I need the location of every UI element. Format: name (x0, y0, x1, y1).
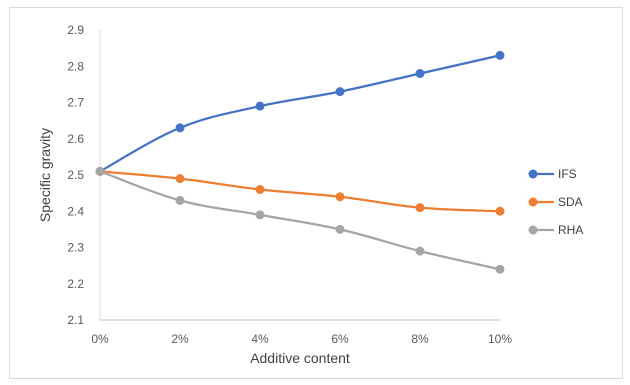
x-tick-label: 0% (91, 332, 109, 346)
y-tick-label: 2.7 (67, 96, 84, 110)
y-tick-label: 2.2 (67, 277, 84, 291)
x-tick-label: 4% (251, 332, 269, 346)
chart-frame (9, 7, 623, 379)
y-tick-label: 2.5 (67, 168, 84, 182)
data-point-rha (495, 264, 505, 274)
legend-label: RHA (558, 223, 583, 237)
x-tick-label: 8% (411, 332, 429, 346)
y-tick-label: 2.8 (67, 59, 84, 73)
x-tick-label: 10% (488, 332, 512, 346)
x-tick-labels: 0% 2% 4% 6% 8% 10% (91, 332, 512, 346)
data-point-ifs (335, 87, 345, 97)
legend-item-ifs: IFS (528, 167, 577, 181)
data-point-sda (255, 185, 265, 194)
x-tick-label: 6% (331, 332, 349, 346)
data-point-ifs (415, 69, 425, 78)
legend-item-sda: SDA (528, 195, 583, 209)
x-tick-label: 2% (171, 332, 189, 346)
legend: IFS SDA RHA (528, 167, 583, 237)
data-point-rha (415, 246, 425, 256)
y-tick-label: 2.9 (67, 23, 84, 37)
y-tick-label: 2.6 (67, 132, 84, 146)
legend-label: IFS (558, 167, 577, 181)
y-tick-label: 2.4 (67, 204, 84, 218)
data-point-ifs (255, 101, 265, 111)
data-point-rha (95, 166, 105, 176)
data-point-sda (495, 206, 505, 216)
series-line-rha (99, 170, 501, 271)
x-axis-title: Additive content (250, 350, 350, 366)
series-markers (95, 50, 505, 274)
legend-swatch-marker (528, 197, 538, 207)
data-point-rha (255, 210, 265, 220)
data-point-sda (415, 203, 425, 213)
data-point-ifs (175, 123, 185, 133)
legend-swatch-marker (528, 169, 538, 179)
series-lines (99, 54, 501, 271)
legend-label: SDA (558, 195, 583, 209)
y-tick-label: 2.1 (67, 313, 84, 327)
data-point-rha (175, 195, 185, 205)
legend-item-rha: RHA (528, 223, 583, 237)
y-tick-labels: 2.1 2.2 2.3 2.4 2.5 2.6 2.7 2.8 2.9 (67, 23, 84, 327)
series-line-sda (99, 170, 501, 213)
series-line-ifs (99, 54, 501, 173)
y-tick-label: 2.3 (67, 241, 84, 255)
y-axis-title: Specific gravity (37, 128, 53, 222)
legend-swatch-marker (528, 225, 538, 235)
data-point-sda (335, 192, 345, 202)
data-point-rha (335, 224, 345, 234)
data-point-ifs (495, 50, 505, 60)
data-point-sda (175, 174, 185, 184)
